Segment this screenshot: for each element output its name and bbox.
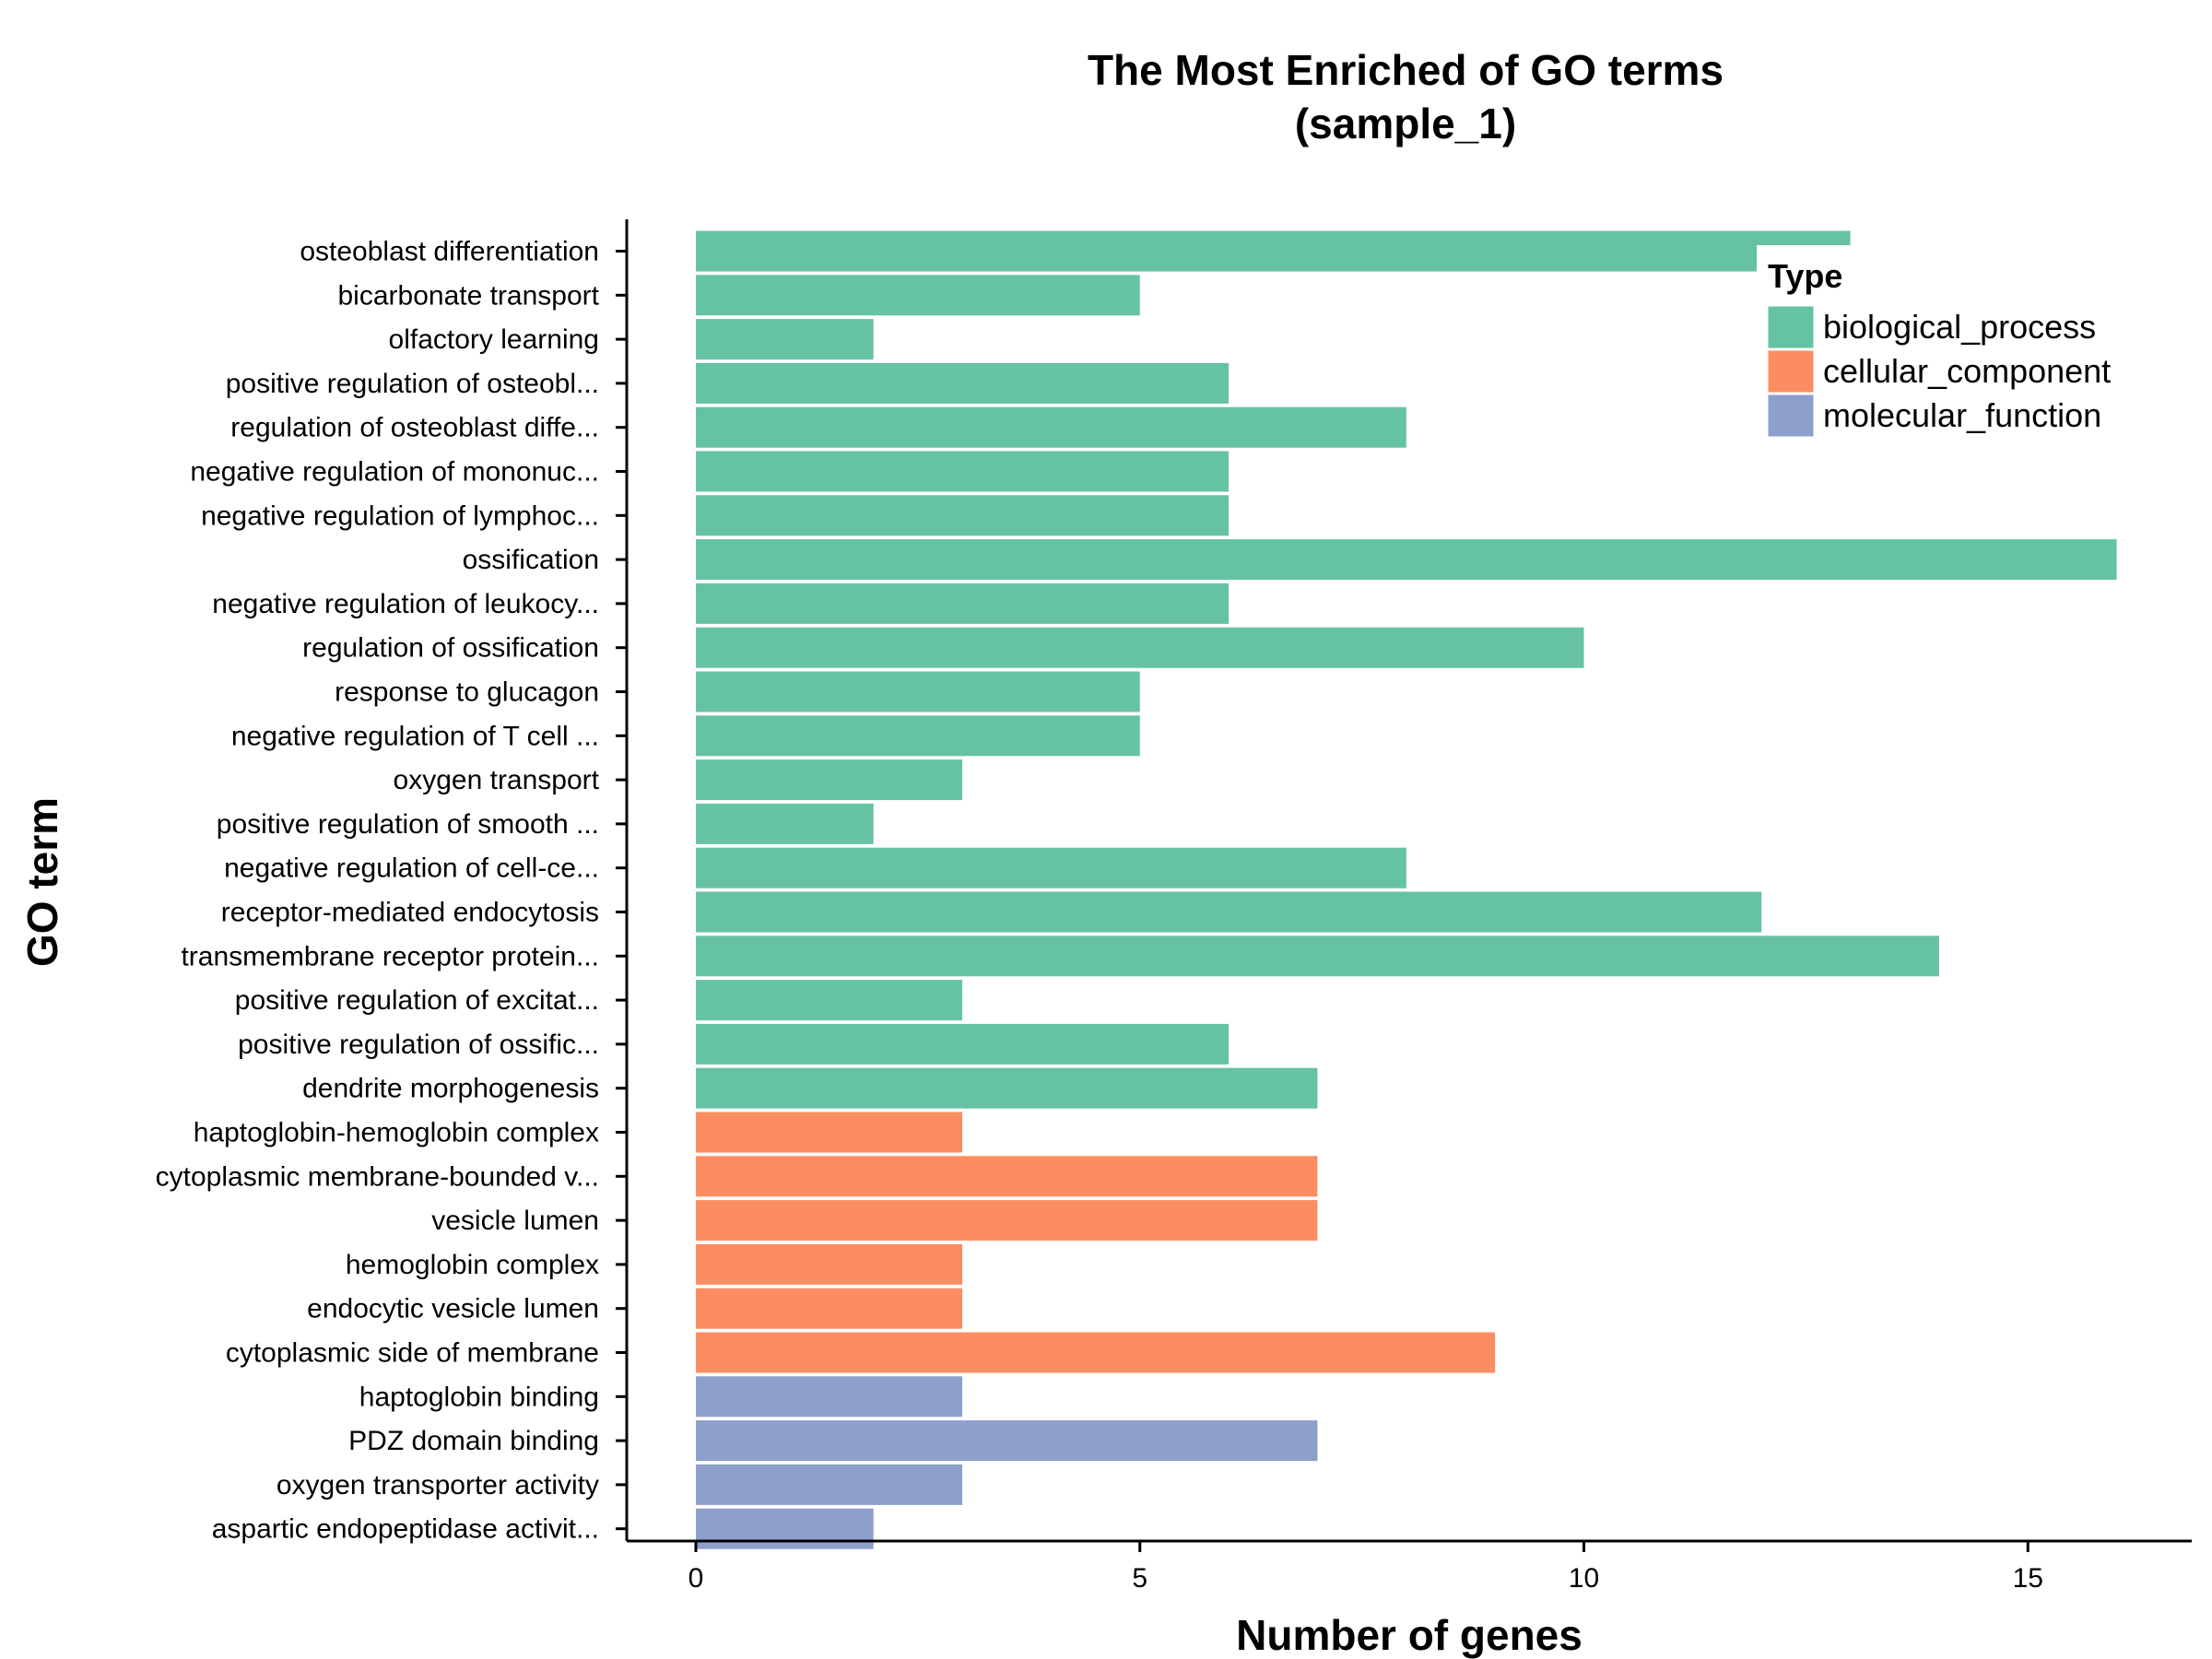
y-tick-label: negative regulation of lymphoc... [201, 500, 599, 531]
x-tick-label: 10 [1569, 1563, 1599, 1594]
legend: Type biological_process cellular_componen… [1757, 245, 2153, 452]
chart-title: The Most Enriched of GO terms [1088, 46, 1724, 94]
y-tick-label: cytoplasmic membrane-bounded v... [156, 1161, 599, 1192]
y-tick-label: haptoglobin binding [359, 1382, 599, 1412]
bar [696, 1376, 963, 1418]
bar [696, 1200, 1318, 1241]
bars-layer [696, 230, 2117, 1549]
bar [696, 1112, 963, 1153]
bar [696, 1464, 963, 1505]
legend-key [1767, 349, 1815, 394]
y-tick-label: positive regulation of osteobl... [226, 369, 599, 399]
y-tick-label: receptor-mediated endocytosis [221, 898, 599, 928]
legend-key [1767, 305, 1815, 349]
bar [696, 1288, 963, 1329]
bar [696, 406, 1406, 448]
bar [696, 891, 1762, 933]
bar [696, 627, 1584, 668]
y-tick-label: response to glucagon [335, 677, 599, 708]
bar [696, 319, 874, 360]
bar [696, 1332, 1496, 1373]
y-tick-label: hemoglobin complex [346, 1250, 599, 1280]
x-tick-label: 15 [2013, 1563, 2043, 1594]
chart-subtitle: (sample_1) [1295, 100, 1516, 147]
bar [696, 1067, 1318, 1109]
bar [696, 275, 1140, 316]
bar [696, 495, 1230, 536]
bar [696, 715, 1140, 757]
bar [696, 935, 1939, 977]
y-axis-title: GO term [18, 797, 66, 967]
x-tick-label: 0 [688, 1563, 704, 1594]
bar [696, 980, 963, 1021]
legend-background [1757, 245, 2153, 452]
y-tick-label: positive regulation of excitat... [235, 985, 599, 1016]
bar [696, 1420, 1318, 1462]
y-tick-label: oxygen transport [394, 765, 600, 795]
y-tick-label: PDZ domain binding [348, 1426, 599, 1456]
legend-entries: biological_process cellular_componentmole… [1767, 305, 2111, 438]
bar [696, 1508, 874, 1549]
y-tick-label: negative regulation of leukocy... [212, 589, 599, 619]
y-tick-label: regulation of ossification [302, 633, 599, 664]
legend-label: cellular_component [1823, 352, 2111, 390]
legend-key [1767, 394, 1815, 438]
y-tick-label: oxygen transporter activity [276, 1470, 599, 1500]
bar [696, 451, 1230, 492]
legend-label: molecular_function [1823, 396, 2101, 434]
y-tick-label: dendrite morphogenesis [302, 1074, 599, 1104]
legend-title: Type [1768, 257, 1842, 295]
x-axis-title: Number of genes [1236, 1611, 1583, 1659]
y-tick-label: bicarbonate transport [337, 280, 599, 311]
y-tick-label: positive regulation of ossific... [238, 1030, 599, 1060]
bar [696, 803, 874, 844]
y-tick-label: olfactory learning [389, 324, 599, 355]
y-tick-label: transmembrane receptor protein... [181, 941, 599, 971]
bar [696, 1243, 963, 1285]
y-tick-label: negative regulation of T cell ... [231, 721, 599, 751]
legend-label: biological_process [1823, 308, 2096, 346]
y-axis-ticks: osteoblast differentiation bicarbonate tr… [156, 237, 627, 1545]
y-tick-label: regulation of osteoblast diffe... [230, 413, 599, 443]
bar [696, 1023, 1230, 1065]
bar [696, 671, 1140, 712]
y-tick-label: endocytic vesicle lumen [307, 1294, 599, 1324]
y-tick-label: aspartic endopeptidase activit... [212, 1514, 599, 1545]
bar [696, 539, 2117, 581]
y-tick-label: positive regulation of smooth ... [217, 809, 599, 840]
bar [696, 759, 963, 801]
y-tick-label: cytoplasmic side of membrane [226, 1338, 599, 1369]
x-tick-label: 5 [1132, 1563, 1147, 1594]
y-tick-label: vesicle lumen [431, 1206, 599, 1236]
y-tick-label: haptoglobin-hemoglobin complex [194, 1118, 599, 1148]
bar [696, 1156, 1318, 1197]
y-tick-label: negative regulation of mononuc... [190, 457, 599, 488]
y-tick-label: ossification [463, 545, 599, 575]
y-tick-label: osteoblast differentiation [300, 237, 599, 267]
x-axis-ticks: 0 5 10 15 [688, 1541, 2043, 1594]
bar [696, 362, 1230, 404]
bar [696, 582, 1230, 624]
bar [696, 230, 1851, 272]
y-tick-label: negative regulation of cell-ce... [224, 853, 599, 884]
bar [696, 847, 1406, 888]
